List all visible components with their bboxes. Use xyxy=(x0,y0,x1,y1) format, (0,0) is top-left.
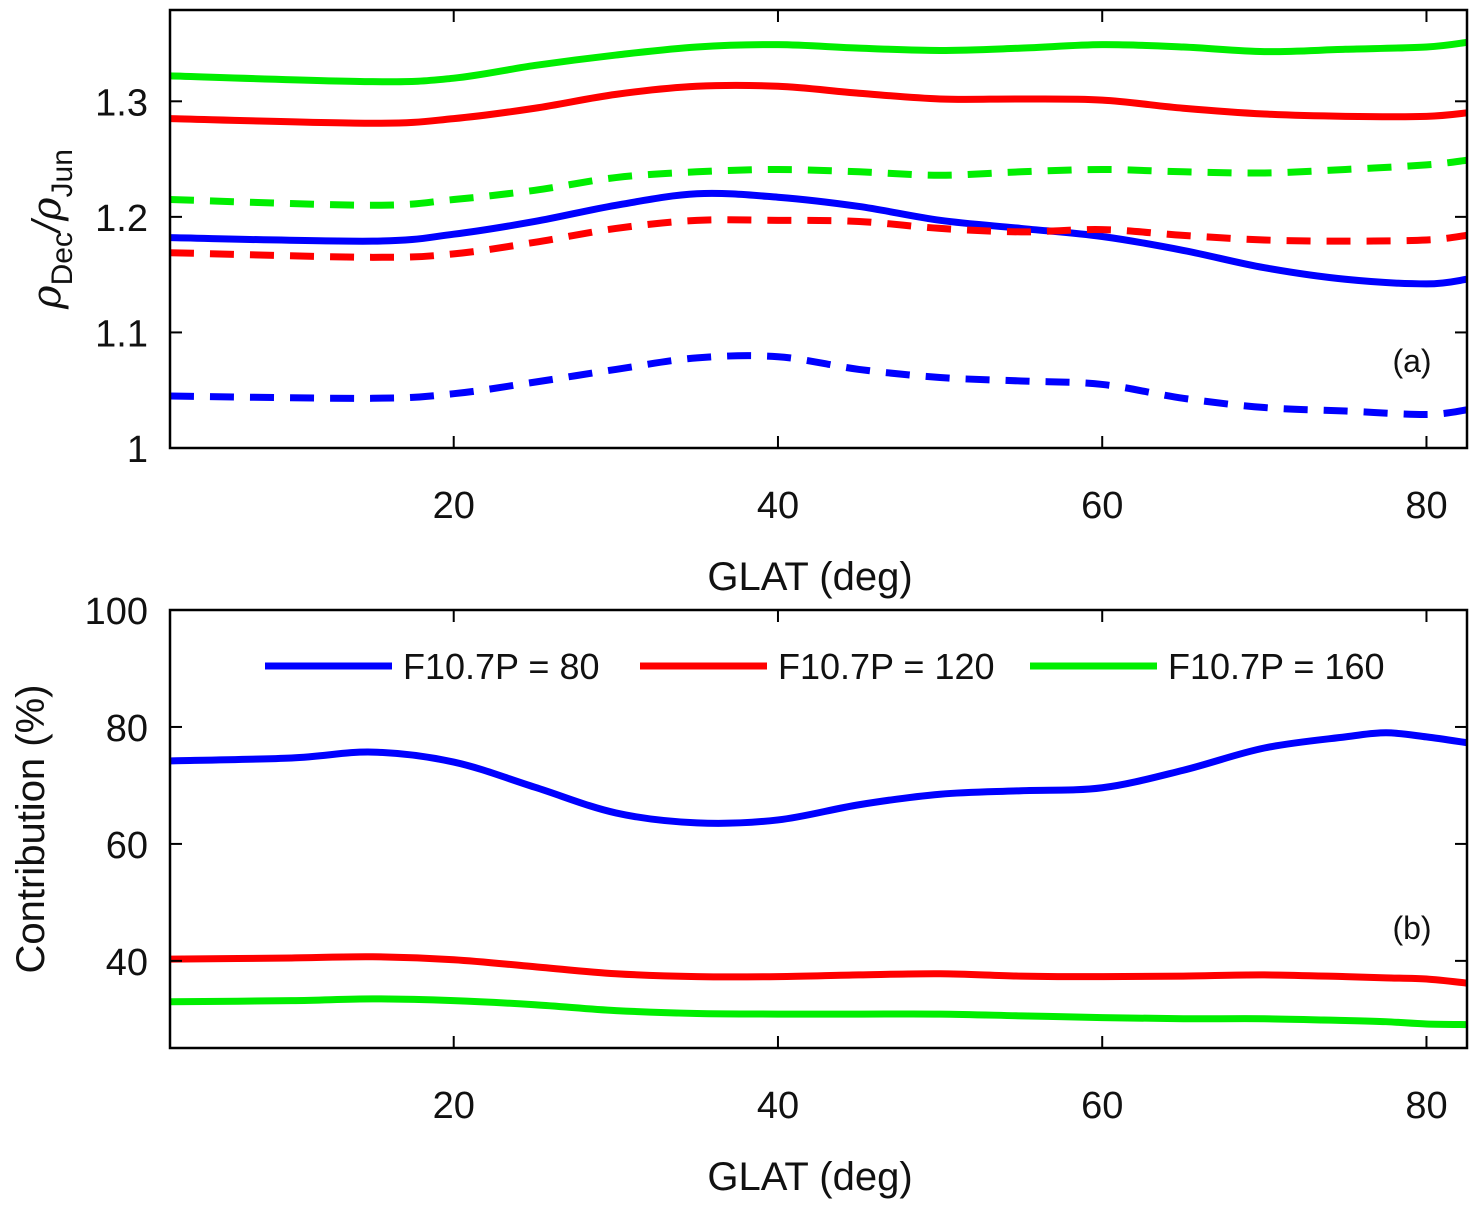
panel-a-xtick-label: 80 xyxy=(1405,485,1447,527)
panel-a-axes-frame xyxy=(168,8,1469,450)
panel-b-xtick-label: 40 xyxy=(757,1085,799,1127)
panel-b-series-line-1 xyxy=(170,953,1467,987)
panel-a-series-line-2 xyxy=(170,156,1467,209)
panel-b-xtick-label: 80 xyxy=(1405,1085,1447,1127)
panel-a-ytick-label: 1 xyxy=(127,429,148,471)
panel-b-xlabel: GLAT (deg) xyxy=(707,1155,912,1199)
panel-a-ytick-label: 1.3 xyxy=(95,82,148,124)
panel-b-ytick-label: 100 xyxy=(85,591,148,633)
panel-a-xtick-label: 40 xyxy=(757,485,799,527)
panel-b-series-line-0 xyxy=(170,729,1467,827)
panel-a-ytick-label: 1.2 xyxy=(95,198,148,240)
ylabel-slash: / xyxy=(25,217,69,235)
panel-a-series-line-0 xyxy=(170,38,1467,86)
panel-b-tag: (b) xyxy=(1392,910,1431,946)
panel-a-xtick-label: 20 xyxy=(433,485,475,527)
panel-b-xtick-label: 60 xyxy=(1081,1085,1123,1127)
panel-a-tag: (a) xyxy=(1392,343,1431,379)
panel-a-series-line-1 xyxy=(170,81,1467,127)
panel-a-ytick-label: 1.1 xyxy=(95,313,148,355)
panel-a-ylabel: ρDec/ρJun xyxy=(24,149,79,310)
ylabel-rho-jun: ρ xyxy=(24,197,70,222)
panel-b-axes-frame xyxy=(168,608,1469,1050)
panel-a-xlabel: GLAT (deg) xyxy=(707,555,912,599)
panel-a-series-line-5 xyxy=(170,352,1467,418)
panel-b-series-group xyxy=(170,729,1467,1029)
panel-b: 20 40 60 80 40 60 80 100 (b) GLAT (deg) Contrib… xyxy=(9,591,1469,1199)
ylabel-sub-jun: Jun xyxy=(46,149,79,197)
panel-b-legend: F10.7P = 80 F10.7P = 120 F10.7P = 160 xyxy=(265,646,1385,687)
legend-label-2: F10.7P = 160 xyxy=(1168,646,1385,687)
panel-a-series-group xyxy=(170,38,1467,418)
legend-label-0: F10.7P = 80 xyxy=(403,646,600,687)
legend-label-1: F10.7P = 120 xyxy=(778,646,995,687)
panel-a-ticks: 20 40 60 80 1 1.1 1.2 1.3 xyxy=(95,10,1467,527)
panel-a-series-line-3 xyxy=(170,189,1467,288)
panel-b-ytick-label: 80 xyxy=(106,708,148,750)
panel-b-ytick-label: 40 xyxy=(106,942,148,984)
ylabel-rho-dec: ρ xyxy=(24,285,70,310)
panel-b-ytick-label: 60 xyxy=(106,825,148,867)
ylabel-sub-dec: Dec xyxy=(46,232,79,285)
panel-a-series-line-4 xyxy=(170,216,1467,261)
panel-a-xtick-label: 60 xyxy=(1081,485,1123,527)
panel-b-ticks: 20 40 60 80 40 60 80 100 xyxy=(85,591,1467,1127)
panel-b-xtick-label: 20 xyxy=(433,1085,475,1127)
panel-b-series-line-2 xyxy=(170,995,1467,1029)
panel-b-ylabel: Contribution (%) xyxy=(9,684,53,973)
